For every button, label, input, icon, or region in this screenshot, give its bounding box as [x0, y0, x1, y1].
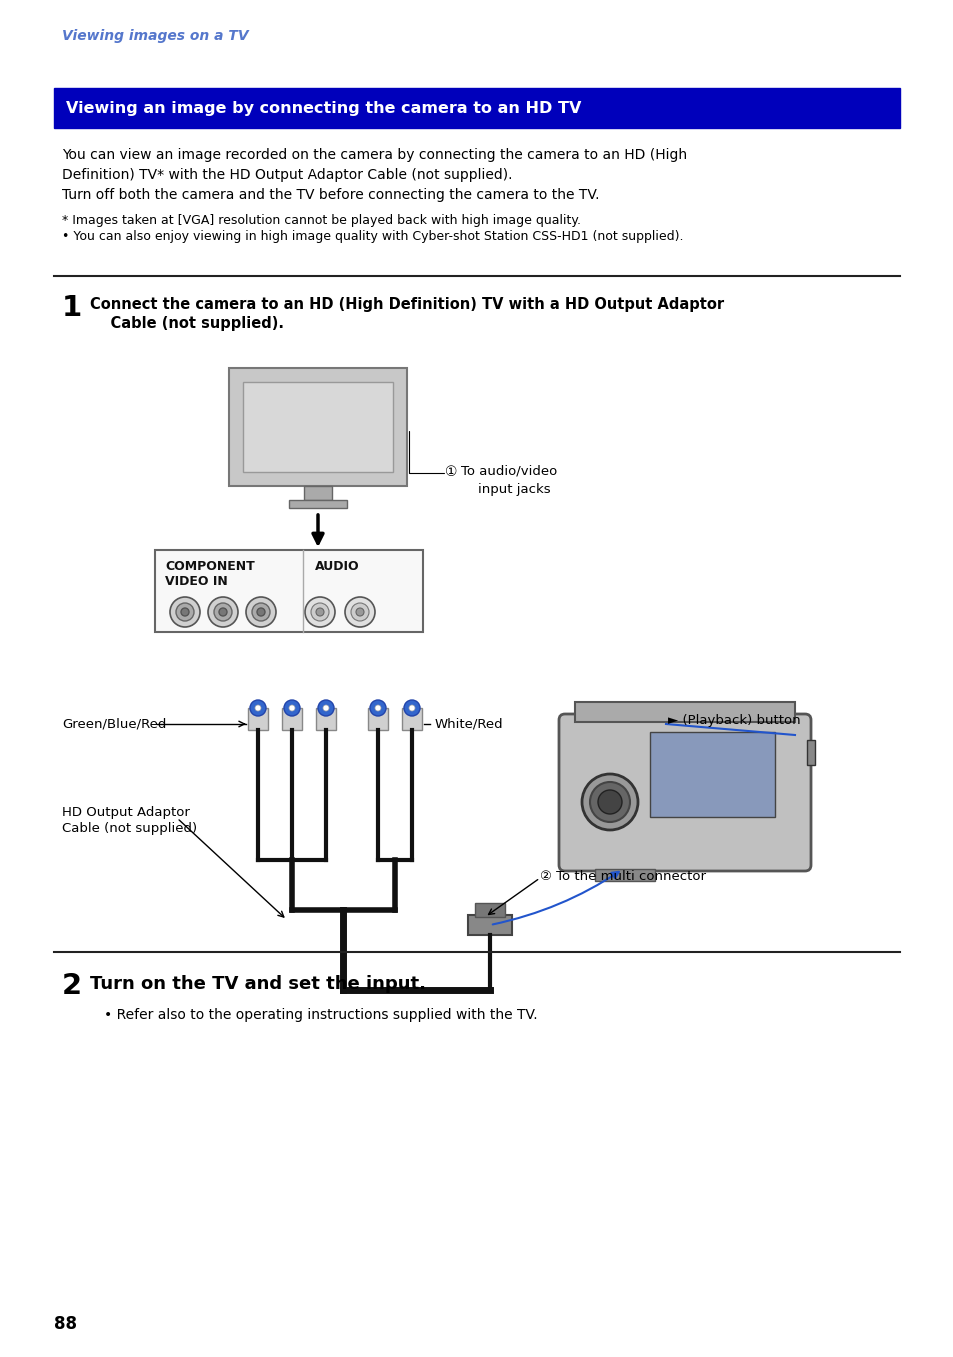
Circle shape [289, 706, 294, 711]
Circle shape [311, 603, 329, 622]
Circle shape [375, 706, 380, 711]
Circle shape [246, 597, 275, 627]
Circle shape [409, 706, 415, 711]
Bar [649, 731, 774, 817]
Bar [401, 708, 421, 730]
Circle shape [284, 700, 299, 716]
Circle shape [175, 603, 193, 622]
Bar [54, 88, 899, 128]
Circle shape [355, 608, 364, 616]
Bar [248, 708, 268, 730]
Text: ► (Playback) button: ► (Playback) button [667, 714, 800, 727]
Text: ② To the multi connector: ② To the multi connector [539, 870, 705, 883]
Text: HD Output Adaptor: HD Output Adaptor [62, 806, 190, 820]
Bar [595, 868, 655, 881]
Bar [243, 383, 393, 472]
Text: • You can also enjoy viewing in high image quality with Cyber-shot Station CSS-H: • You can also enjoy viewing in high ima… [62, 229, 682, 243]
Text: White/Red: White/Red [435, 718, 503, 730]
Text: Green/Blue/Red: Green/Blue/Red [62, 718, 166, 730]
Bar [282, 708, 302, 730]
Text: To audio/video
    input jacks: To audio/video input jacks [460, 465, 557, 497]
Circle shape [403, 700, 419, 716]
Circle shape [351, 603, 369, 622]
Text: AUDIO: AUDIO [314, 560, 359, 573]
Text: Viewing images on a TV: Viewing images on a TV [62, 28, 249, 43]
Text: Turn on the TV and set the input.: Turn on the TV and set the input. [90, 974, 426, 993]
Circle shape [252, 603, 270, 622]
Circle shape [254, 706, 261, 711]
Text: 2: 2 [62, 972, 82, 1000]
Text: Connect the camera to an HD (High Definition) TV with a HD Output Adaptor: Connect the camera to an HD (High Defini… [90, 297, 723, 312]
Text: 1: 1 [62, 294, 82, 322]
Bar [304, 486, 332, 499]
Text: Viewing an image by connecting the camera to an HD TV: Viewing an image by connecting the camer… [66, 102, 580, 117]
Circle shape [589, 782, 629, 822]
Bar [468, 915, 512, 935]
Bar [575, 702, 794, 722]
Circle shape [323, 706, 329, 711]
Circle shape [250, 700, 266, 716]
FancyBboxPatch shape [558, 714, 810, 871]
Bar [806, 740, 814, 765]
Circle shape [208, 597, 237, 627]
Text: Turn off both the camera and the TV before connecting the camera to the TV.: Turn off both the camera and the TV befo… [62, 189, 598, 202]
Text: ①: ① [444, 465, 457, 479]
Text: Definition) TV* with the HD Output Adaptor Cable (not supplied).: Definition) TV* with the HD Output Adapt… [62, 168, 512, 182]
Circle shape [256, 608, 265, 616]
Circle shape [370, 700, 386, 716]
Circle shape [170, 597, 200, 627]
Bar [368, 708, 388, 730]
Text: 88: 88 [54, 1315, 77, 1333]
Circle shape [213, 603, 232, 622]
Bar [315, 708, 335, 730]
Text: Cable (not supplied).: Cable (not supplied). [90, 316, 284, 331]
Bar [154, 550, 422, 632]
Circle shape [317, 700, 334, 716]
Circle shape [305, 597, 335, 627]
Circle shape [181, 608, 189, 616]
Text: * Images taken at [VGA] resolution cannot be played back with high image quality: * Images taken at [VGA] resolution canno… [62, 214, 580, 227]
Circle shape [345, 597, 375, 627]
Circle shape [581, 773, 638, 830]
Circle shape [598, 790, 621, 814]
Circle shape [315, 608, 324, 616]
Text: Cable (not supplied): Cable (not supplied) [62, 822, 197, 835]
Circle shape [219, 608, 227, 616]
Bar [475, 902, 504, 917]
Bar [229, 368, 407, 486]
Text: COMPONENT
VIDEO IN: COMPONENT VIDEO IN [165, 560, 254, 588]
Bar [289, 499, 347, 508]
Text: • Refer also to the operating instructions supplied with the TV.: • Refer also to the operating instructio… [104, 1008, 537, 1022]
Text: You can view an image recorded on the camera by connecting the camera to an HD (: You can view an image recorded on the ca… [62, 148, 686, 161]
